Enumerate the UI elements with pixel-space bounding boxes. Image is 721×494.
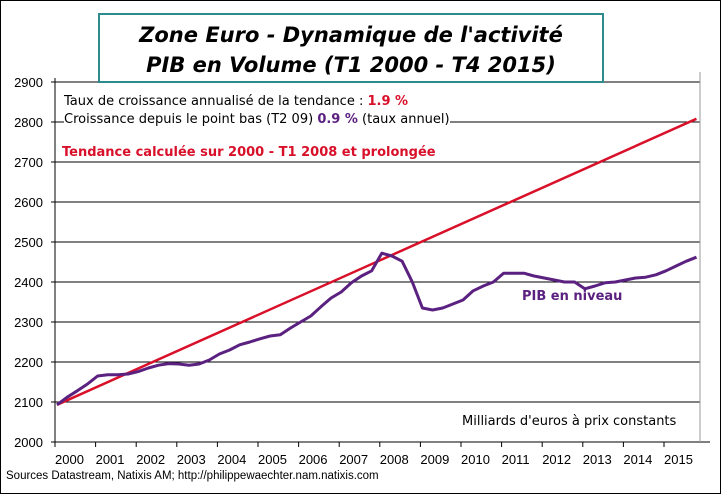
recovery-growth-value: 0.9 % — [317, 112, 358, 127]
x-tick-label: 2009 — [420, 452, 449, 467]
recovery-growth-suffix: (taux annuel) — [357, 112, 450, 127]
x-tick-label: 2007 — [339, 452, 368, 467]
x-tick-label: 2013 — [583, 452, 612, 467]
x-tick-label: 2010 — [461, 452, 490, 467]
source-note: Sources Datastream, Natixis AM; http://p… — [6, 470, 379, 482]
y-tick-label: 2000 — [14, 435, 43, 450]
chart-title: Zone Euro - Dynamique de l'activité PIB … — [98, 13, 604, 83]
x-tick-label: 2005 — [258, 452, 287, 467]
title-line-1: Zone Euro - Dynamique de l'activité — [139, 23, 563, 47]
trend-growth-label: Taux de croissance annualisé de la tenda… — [64, 94, 368, 109]
pib-series-line — [56, 251, 698, 407]
recovery-growth-label: Croissance depuis le point bas (T2 09) — [64, 112, 318, 127]
y-tick-label: 2100 — [14, 395, 43, 410]
x-tick-label: 2003 — [177, 452, 206, 467]
y-tick-label: 2600 — [14, 195, 43, 210]
x-tick-label: 2001 — [96, 452, 125, 467]
trend-growth-annotation: Taux de croissance annualisé de la tenda… — [64, 94, 409, 109]
trend-label: Tendance calculée sur 2000 - T1 2008 et … — [62, 145, 436, 160]
x-tick-label: 2004 — [217, 452, 246, 467]
y-tick-label: 2200 — [14, 355, 43, 370]
y-tick-label: 2400 — [14, 275, 43, 290]
title-line-2: PIB en Volume (T1 2000 - T4 2015) — [146, 53, 556, 77]
recovery-growth-annotation: Croissance depuis le point bas (T2 09) 0… — [64, 112, 450, 127]
y-tick-label: 2300 — [14, 315, 43, 330]
x-tick-label: 2011 — [502, 452, 530, 467]
y-tick-label: 2500 — [14, 235, 43, 250]
y-tick-label: 2800 — [14, 115, 43, 130]
y-tick-label: 2700 — [14, 155, 43, 170]
y-tick-label: 2900 — [14, 75, 43, 90]
x-tick-label: 2015 — [664, 452, 693, 467]
x-tick-label: 2006 — [299, 452, 328, 467]
trend-growth-value: 1.9 % — [367, 94, 409, 109]
x-tick-label: 2012 — [542, 452, 571, 467]
x-tick-label: 2014 — [623, 452, 652, 467]
x-tick-label: 2002 — [136, 452, 165, 467]
x-tick-label: 2000 — [55, 452, 84, 467]
x-tick-label: 2008 — [380, 452, 409, 467]
units-label: Milliards d'euros à prix constants — [458, 414, 681, 429]
series-label-pib: PIB en niveau — [522, 289, 623, 304]
